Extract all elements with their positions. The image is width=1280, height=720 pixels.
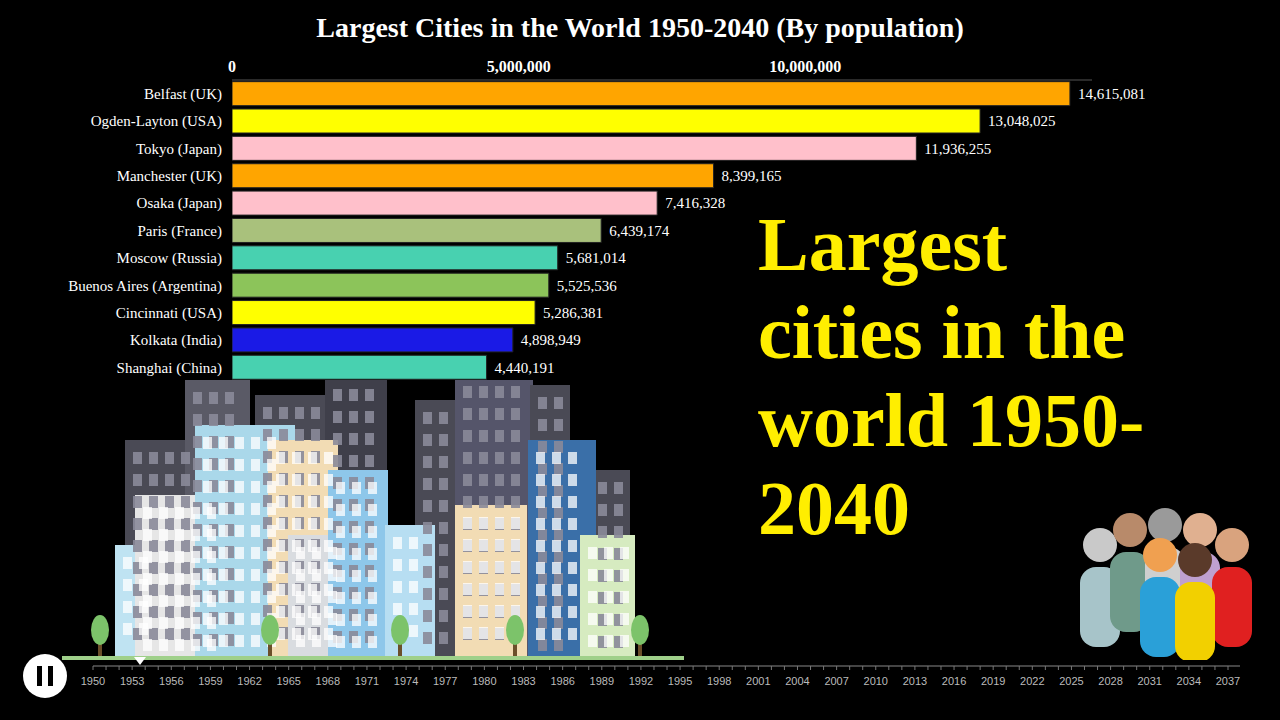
svg-text:1968: 1968: [316, 675, 340, 687]
svg-text:4,898,949: 4,898,949: [521, 332, 581, 348]
svg-text:2034: 2034: [1177, 675, 1201, 687]
svg-text:1959: 1959: [198, 675, 222, 687]
svg-text:Kolkata (India): Kolkata (India): [130, 332, 222, 349]
svg-text:1989: 1989: [590, 675, 614, 687]
svg-text:Paris (France): Paris (France): [137, 223, 222, 240]
svg-text:2025: 2025: [1059, 675, 1083, 687]
html-text:Largest cities in the world 19: Largest cities in the world 1950-2040: [758, 202, 1145, 550]
svg-text:1965: 1965: [276, 675, 300, 687]
svg-text:10,000,000: 10,000,000: [769, 58, 841, 75]
svg-text:1974: 1974: [394, 675, 418, 687]
svg-text:1950: 1950: [81, 675, 105, 687]
svg-text:2031: 2031: [1137, 675, 1161, 687]
svg-text:0: 0: [228, 58, 236, 75]
svg-text:11,936,255: 11,936,255: [924, 141, 991, 157]
svg-text:1983: 1983: [511, 675, 535, 687]
html-text:Largest Cities in the World 19: Largest Cities in the World 1950-2040 (B…: [316, 12, 964, 43]
svg-text:1971: 1971: [355, 675, 379, 687]
svg-text:Shanghai (China): Shanghai (China): [117, 360, 222, 377]
svg-text:2007: 2007: [824, 675, 848, 687]
svg-text:1977: 1977: [433, 675, 457, 687]
svg-text:2022: 2022: [1020, 675, 1044, 687]
svg-text:Belfast (UK): Belfast (UK): [144, 86, 222, 103]
svg-text:2028: 2028: [1098, 675, 1122, 687]
svg-text:1998: 1998: [707, 675, 731, 687]
svg-text:1980: 1980: [472, 675, 496, 687]
svg-text:2004: 2004: [785, 675, 809, 687]
svg-text:2037: 2037: [1216, 675, 1240, 687]
svg-text:1992: 1992: [629, 675, 653, 687]
svg-text:2016: 2016: [942, 675, 966, 687]
svg-text:1962: 1962: [237, 675, 261, 687]
svg-text:1986: 1986: [550, 675, 574, 687]
svg-text:Ogden-Layton (USA): Ogden-Layton (USA): [91, 113, 222, 130]
svg-text:5,000,000: 5,000,000: [487, 58, 551, 75]
svg-text:2019: 2019: [981, 675, 1005, 687]
svg-text:1995: 1995: [668, 675, 692, 687]
svg-text:Manchester (UK): Manchester (UK): [117, 168, 222, 185]
svg-text:8,399,165: 8,399,165: [722, 168, 782, 184]
svg-text:Buenos Aires (Argentina): Buenos Aires (Argentina): [68, 278, 222, 295]
svg-text:5,286,381: 5,286,381: [543, 305, 603, 321]
svg-text:5,525,536: 5,525,536: [557, 278, 618, 294]
svg-text:13,048,025: 13,048,025: [988, 113, 1056, 129]
svg-text:Cincinnati (USA): Cincinnati (USA): [116, 305, 222, 322]
svg-text:Osaka (Japan): Osaka (Japan): [137, 195, 222, 212]
svg-text:Moscow (Russia): Moscow (Russia): [117, 250, 222, 267]
svg-text:5,681,014: 5,681,014: [566, 250, 627, 266]
svg-text:14,615,081: 14,615,081: [1078, 86, 1146, 102]
svg-text:2001: 2001: [746, 675, 770, 687]
svg-text:6,439,174: 6,439,174: [609, 223, 670, 239]
svg-text:2013: 2013: [903, 675, 927, 687]
svg-text:1956: 1956: [159, 675, 183, 687]
svg-text:1953: 1953: [120, 675, 144, 687]
svg-text:7,416,328: 7,416,328: [665, 195, 725, 211]
svg-text:Tokyo (Japan): Tokyo (Japan): [136, 141, 222, 158]
svg-text:2010: 2010: [864, 675, 888, 687]
svg-text:4,440,191: 4,440,191: [495, 360, 555, 376]
